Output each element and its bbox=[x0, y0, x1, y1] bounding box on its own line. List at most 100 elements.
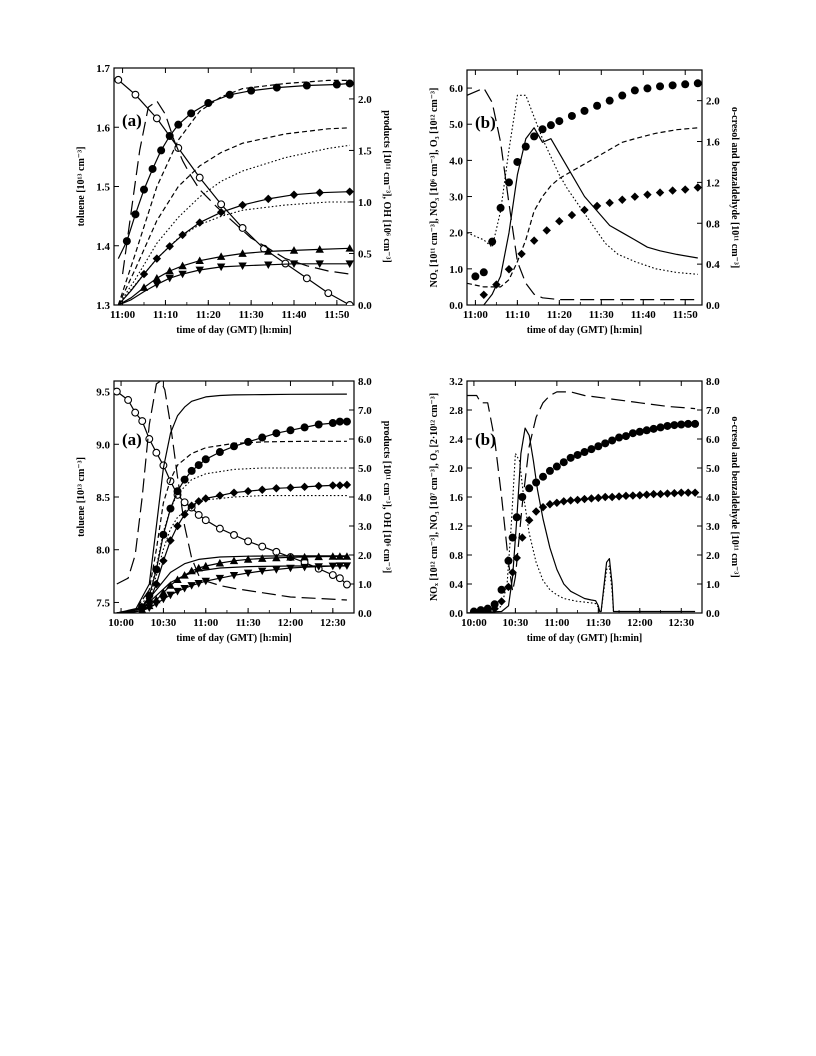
x-tick-label: 10:00 bbox=[108, 617, 134, 629]
y-tick-label: 2.8 bbox=[449, 405, 463, 417]
data-point-filled-diamond bbox=[580, 494, 589, 504]
data-point-filled-circle bbox=[345, 79, 354, 88]
data-point-filled-circle bbox=[618, 91, 627, 100]
x-tick-label: 11:00 bbox=[544, 617, 570, 629]
y2-tick-label: 2.0 bbox=[706, 96, 720, 108]
data-point-open-circle bbox=[194, 510, 203, 519]
data-point-filled-diamond bbox=[531, 507, 541, 516]
y-tick-label: 1.0 bbox=[449, 264, 463, 276]
series-line-solid bbox=[118, 247, 350, 305]
y-axis-label: toluene [10¹³ cm⁻³] bbox=[76, 457, 87, 537]
data-point-filled-circle bbox=[335, 417, 344, 426]
y2-tick-label: 1.5 bbox=[358, 145, 372, 157]
data-point-filled-diamond bbox=[683, 488, 693, 497]
data-point-filled-circle bbox=[635, 427, 644, 436]
x-tick-label: 11:50 bbox=[673, 309, 699, 321]
data-point-filled-diamond bbox=[635, 491, 644, 500]
y-axis-label: toluene [10¹³ cm⁻³] bbox=[76, 147, 87, 227]
data-point-filled-triangle-down bbox=[152, 600, 161, 608]
data-point-filled-circle bbox=[573, 450, 582, 459]
y2-tick-label: 6.0 bbox=[358, 434, 372, 446]
data-point-filled-diamond bbox=[195, 218, 204, 227]
series-line-shortdash bbox=[116, 440, 347, 613]
data-point-filled-diamond bbox=[469, 608, 479, 613]
data-point-filled-diamond bbox=[643, 190, 652, 199]
data-point-filled-diamond bbox=[300, 482, 309, 492]
y-tick-label: 0.8 bbox=[449, 550, 463, 562]
data-point-filled-diamond bbox=[497, 597, 506, 606]
data-point-filled-diamond bbox=[258, 485, 267, 494]
data-point-filled-diamond bbox=[180, 510, 189, 519]
data-point-filled-circle bbox=[157, 146, 166, 155]
data-point-filled-triangle bbox=[289, 246, 299, 254]
x-tick-label: 11:30 bbox=[236, 617, 262, 629]
data-point-filled-triangle-down bbox=[243, 569, 253, 578]
series-line-shortdash bbox=[117, 79, 350, 305]
x-tick-label: 11:00 bbox=[463, 309, 489, 321]
y-tick-label: 1.4 bbox=[96, 241, 110, 253]
data-point-filled-diamond bbox=[621, 491, 631, 501]
data-point-filled-circle bbox=[555, 117, 564, 126]
data-point-filled-circle bbox=[691, 419, 700, 428]
y-tick-label: 9.5 bbox=[96, 387, 110, 399]
y-tick-label: 1.6 bbox=[96, 122, 110, 134]
x-tick-label: 12:00 bbox=[278, 617, 304, 629]
y2-tick-label: 0.0 bbox=[358, 300, 372, 312]
y-tick-label: 1.5 bbox=[96, 182, 110, 194]
data-point-filled-circle bbox=[630, 86, 639, 95]
x-tick-label: 11:10 bbox=[153, 309, 179, 321]
data-point-filled-diamond bbox=[587, 494, 596, 503]
data-point-filled-triangle-down bbox=[145, 604, 154, 612]
data-point-filled-triangle bbox=[166, 581, 175, 589]
data-point-filled-circle bbox=[693, 79, 702, 88]
data-point-filled-triangle bbox=[272, 553, 281, 562]
data-point-open-circle bbox=[258, 542, 267, 551]
data-point-filled-diamond bbox=[545, 500, 555, 509]
x-tick-label: 11:20 bbox=[547, 309, 573, 321]
data-point-filled-circle bbox=[545, 466, 554, 475]
data-point-open-circle bbox=[180, 498, 189, 507]
data-point-filled-circle bbox=[580, 106, 589, 115]
data-point-filled-triangle bbox=[229, 556, 239, 565]
data-point-filled-triangle-down bbox=[272, 566, 281, 574]
panel-top-right: 11:00 11:10 11:20 11:30 11:40 11:50 0.0 1.0 2.0 3… bbox=[429, 69, 740, 336]
data-point-filled-triangle-down bbox=[258, 567, 267, 576]
data-point-filled-circle bbox=[165, 132, 174, 141]
data-point-filled-circle bbox=[539, 472, 548, 481]
data-point-filled-diamond bbox=[345, 187, 354, 196]
data-point-filled-circle bbox=[538, 125, 547, 134]
data-point-filled-circle bbox=[148, 164, 157, 173]
data-point-filled-circle bbox=[649, 424, 658, 433]
data-point-filled-diamond bbox=[607, 492, 617, 502]
data-point-open-circle bbox=[345, 301, 354, 305]
y2-tick-label: 2.0 bbox=[706, 550, 720, 562]
y-tick-label: 0.0 bbox=[449, 608, 463, 620]
data-point-filled-circle bbox=[608, 436, 617, 445]
series-line-longdash bbox=[122, 100, 350, 275]
y2-tick-label: 0.0 bbox=[706, 608, 720, 620]
series-line-solid bbox=[483, 127, 698, 305]
data-point-filled-diamond bbox=[594, 493, 603, 503]
data-point-open-circle bbox=[201, 516, 210, 525]
y-axis-label: NOₓ [10¹² cm⁻³], NO₃ [10⁷ cm⁻³], O₃ [2·1… bbox=[429, 393, 440, 601]
y2-tick-label: 7.0 bbox=[358, 405, 372, 417]
data-point-filled-circle bbox=[272, 429, 281, 438]
data-point-filled-circle bbox=[314, 420, 323, 429]
x-axis-label: time of day (GMT) [h:min] bbox=[176, 633, 292, 644]
x-tick-label: 11:40 bbox=[631, 309, 657, 321]
series-line-dotted bbox=[467, 94, 698, 275]
y2-tick-label: 1.0 bbox=[358, 197, 372, 209]
data-point-filled-diamond bbox=[286, 483, 295, 492]
data-point-filled-circle bbox=[642, 426, 651, 435]
data-point-filled-circle bbox=[663, 421, 672, 430]
x-axis-label: time of day (GMT) [h:min] bbox=[527, 633, 643, 644]
data-point-filled-diamond bbox=[159, 556, 168, 565]
x-tick-label: 10:00 bbox=[461, 617, 487, 629]
x-tick-label: 10:30 bbox=[503, 617, 529, 629]
y2-axis-label: o-cresol and benzaldehyde [10¹¹ cm⁻³] bbox=[729, 416, 740, 577]
data-point-filled-circle bbox=[187, 466, 196, 475]
data-point-filled-circle bbox=[471, 272, 480, 281]
data-point-filled-circle bbox=[605, 96, 614, 105]
y-tick-label: 0.4 bbox=[449, 579, 463, 591]
data-point-filled-circle bbox=[593, 101, 602, 110]
